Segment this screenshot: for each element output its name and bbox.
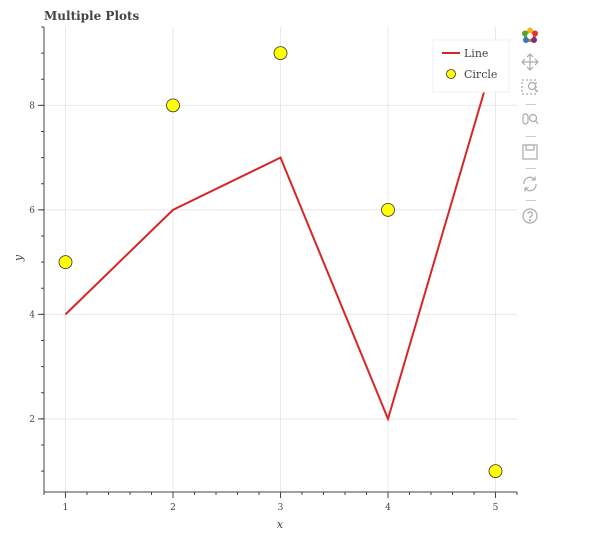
legend-line-label: Line: [464, 47, 488, 60]
x-tick-label: 1: [63, 503, 69, 513]
toolbar-separator: [526, 104, 536, 105]
scatter-point: [381, 202, 395, 217]
y-tick-label: 6: [29, 206, 35, 216]
ticks: 1 2 3 4 5 2 4 6 8: [29, 26, 518, 513]
pan-icon[interactable]: [520, 52, 540, 72]
x-tick-label: 3: [278, 503, 284, 513]
scatter-point: [273, 46, 288, 61]
grid: [44, 27, 517, 492]
toolbar-separator: [526, 136, 536, 137]
x-tick-label: 2: [170, 503, 176, 513]
box-zoom-icon[interactable]: [520, 78, 540, 98]
wheel-zoom-icon[interactable]: [520, 110, 540, 130]
toolbar-separator: [526, 168, 536, 169]
help-icon[interactable]: [520, 206, 540, 226]
x-tick-label: 5: [493, 503, 499, 513]
x-tick-label: 4: [385, 503, 391, 513]
toolbar-separator: [526, 200, 536, 201]
scatter-point: [58, 255, 73, 270]
legend-box: [432, 39, 510, 93]
legend: Line Circle: [432, 39, 510, 93]
chart-title: Multiple Plots: [44, 9, 140, 23]
series-layer: [58, 46, 503, 479]
scatter-point: [166, 98, 180, 113]
y-axis-label: y: [12, 254, 25, 262]
scatter-point: [488, 464, 503, 479]
y-tick-label: 2: [29, 415, 35, 425]
save-icon[interactable]: [520, 142, 540, 162]
y-tick-label: 4: [29, 310, 35, 320]
bokeh-logo-icon[interactable]: [520, 26, 540, 46]
reset-icon[interactable]: [520, 174, 540, 194]
x-axis-label: x: [277, 518, 284, 531]
legend-circle-swatch: [446, 69, 456, 79]
y-tick-label: 8: [29, 101, 35, 111]
legend-circle-label: Circle: [464, 68, 497, 81]
line-series: [64, 52, 497, 422]
toolbar: [520, 26, 542, 232]
